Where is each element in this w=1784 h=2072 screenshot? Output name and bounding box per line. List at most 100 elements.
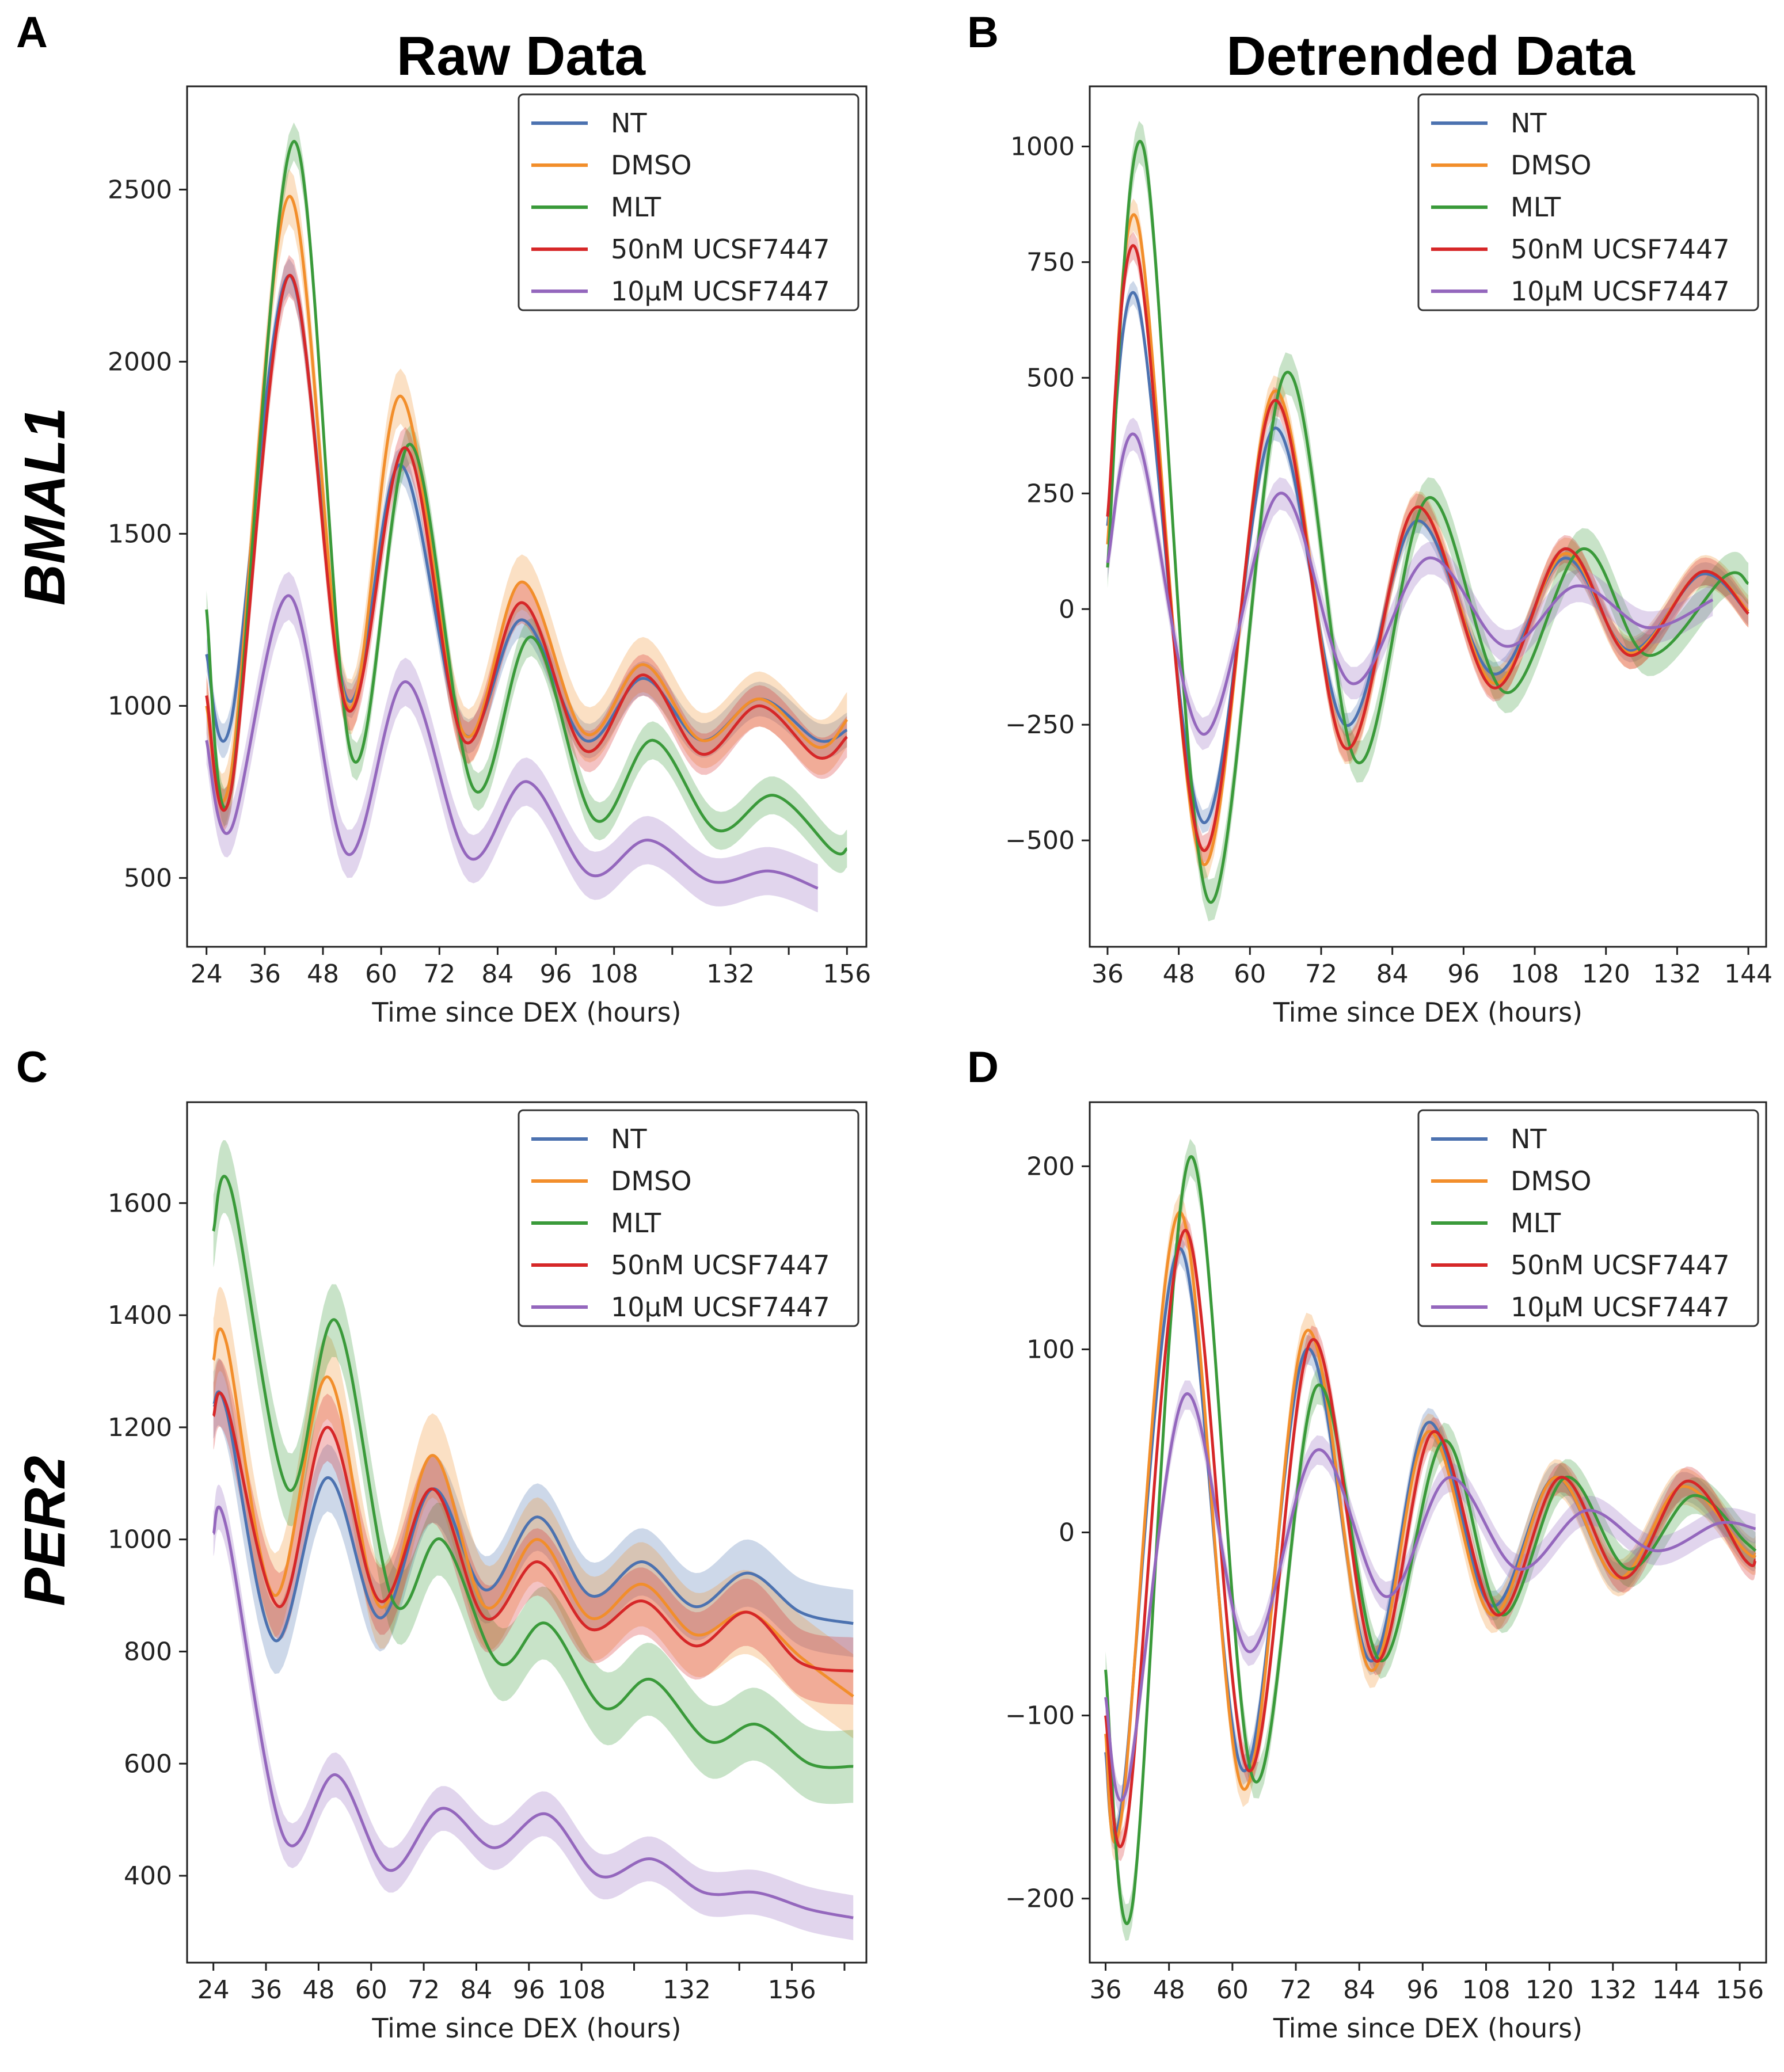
legend-box-c — [518, 1109, 859, 1327]
xtick-label-d: 120 — [1526, 1975, 1574, 2005]
xtick-label-d: 156 — [1715, 1975, 1764, 2005]
ytick-label-b: 500 — [1026, 363, 1075, 393]
xtick-label-d: 60 — [1216, 1975, 1249, 2005]
x-axis-title-d: Time since DEX (hours) — [1273, 2013, 1583, 2044]
legend-label-c-nt: NT — [611, 1123, 647, 1155]
chart-panel-d: −200 −100 0 100 200 36 48 60 72 84 96 108 120 132 144 1… — [1005, 1101, 1767, 2044]
column-title-detrended: Detrended Data — [1226, 25, 1635, 87]
ytick-label-c: 1200 — [108, 1413, 172, 1442]
ytick-label-d: 0 — [1059, 1518, 1075, 1548]
legend-label-d-nt: NT — [1511, 1123, 1547, 1155]
legend-box-b — [1417, 93, 1759, 311]
xtick-label-c: 84 — [460, 1975, 492, 2005]
legend-label-d-10um-ucsf7447: 10µM UCSF7447 — [1511, 1292, 1730, 1323]
line-c-mlt — [212, 1175, 854, 1769]
legend-label-d-mlt: MLT — [1511, 1208, 1561, 1239]
band-a-10um-ucsf7447 — [206, 572, 818, 913]
line-c-50nm-ucsf7447 — [212, 1391, 854, 1673]
xtick-label-c: 132 — [663, 1975, 711, 2005]
x-axis-title-b: Time since DEX (hours) — [1273, 997, 1583, 1028]
xtick-label-a: 156 — [823, 959, 871, 989]
legend-box-a — [518, 93, 859, 311]
ytick-label-b: 0 — [1059, 595, 1075, 624]
legend-label-d-50nm-ucsf7447: 50nM UCSF7447 — [1511, 1250, 1730, 1281]
legend-label-b-10um-ucsf7447: 10µM UCSF7447 — [1511, 276, 1730, 307]
xtick-label-b: 72 — [1305, 959, 1337, 989]
xtick-label-a: 48 — [307, 959, 339, 989]
ytick-label-b: −250 — [1005, 710, 1075, 740]
line-a-50nm-ucsf7447 — [205, 274, 849, 812]
legend-label-b-mlt: MLT — [1511, 192, 1561, 223]
ytick-label-c: 400 — [124, 1861, 172, 1891]
xtick-label-c: 36 — [250, 1975, 282, 2005]
line-b-10um-ucsf7447 — [1106, 432, 1714, 736]
line-a-mlt — [205, 140, 848, 856]
xtick-label-c: 96 — [513, 1975, 545, 2005]
ytick-label-b: 750 — [1026, 247, 1075, 277]
legend-label-b-dmso: DMSO — [1511, 150, 1592, 181]
xtick-label-a: 72 — [423, 959, 455, 989]
xtick-label-b: 96 — [1447, 959, 1479, 989]
xtick-label-b: 108 — [1511, 959, 1559, 989]
line-d-10um-ucsf7447 — [1104, 1392, 1756, 1802]
ytick-label-c: 1000 — [108, 1525, 172, 1555]
xtick-label-d: 132 — [1589, 1975, 1637, 2005]
band-c-50nm-ucsf7447 — [213, 1359, 854, 1705]
xtick-label-b: 144 — [1724, 959, 1772, 989]
x-axis-title-c: Time since DEX (hours) — [371, 2013, 681, 2044]
band-c-mlt — [213, 1140, 854, 1804]
line-c-dmso — [212, 1327, 854, 1698]
legend-a: NT DMSO MLT 50nM UCSF7447 10µM UCSF7447 — [518, 93, 859, 311]
ytick-label-a: 1500 — [108, 519, 172, 549]
axes-frame-a — [186, 85, 868, 948]
legend-label-a-nt: NT — [611, 108, 647, 139]
line-d-dmso — [1104, 1210, 1757, 1844]
legend-c: NT DMSO MLT 50nM UCSF7447 10µM UCSF7447 — [518, 1109, 859, 1327]
line-a-10um-ucsf7447 — [205, 594, 819, 890]
ytick-label-b: 1000 — [1010, 132, 1075, 161]
legend-label-a-dmso: DMSO — [611, 150, 692, 181]
ytick-label-d: 100 — [1026, 1335, 1075, 1364]
legend-label-a-10um-ucsf7447: 10µM UCSF7447 — [611, 276, 830, 307]
chart-panel-b: −500 −250 0 250 500 750 1000 36 48 60 72 84 96 108 120… — [1005, 85, 1772, 1028]
legend-label-d-dmso: DMSO — [1511, 1166, 1592, 1197]
x-axis-title-a: Time since DEX (hours) — [371, 997, 681, 1028]
xtick-label-a: 84 — [481, 959, 513, 989]
xtick-label-d: 96 — [1406, 1975, 1439, 2005]
axes-frame-c — [186, 1101, 868, 1964]
band-b-10um-ucsf7447 — [1107, 417, 1713, 751]
xtick-label-a: 108 — [590, 959, 638, 989]
line-c-10um-ucsf7447 — [212, 1505, 854, 1919]
xtick-label-b: 84 — [1376, 959, 1409, 989]
xtick-label-b: 132 — [1653, 959, 1701, 989]
legend-label-a-50nm-ucsf7447: 50nM UCSF7447 — [611, 234, 830, 265]
ytick-label-d: −100 — [1005, 1701, 1075, 1731]
ytick-label-b: 250 — [1026, 479, 1075, 508]
band-c-dmso — [213, 1286, 854, 1739]
row-label-per2: PER2 — [13, 1456, 77, 1606]
column-title-raw: Raw Data — [397, 25, 646, 87]
ytick-label-c: 800 — [124, 1637, 172, 1666]
xtick-label-a: 96 — [540, 959, 572, 989]
panel-letter-d: D — [967, 1043, 999, 1092]
xtick-label-b: 48 — [1163, 959, 1195, 989]
xtick-label-b: 36 — [1091, 959, 1124, 989]
xtick-label-d: 108 — [1462, 1975, 1510, 2005]
ytick-label-c: 1400 — [108, 1301, 172, 1330]
legend-label-b-nt: NT — [1511, 108, 1547, 139]
xtick-label-d: 36 — [1090, 1975, 1122, 2005]
ytick-label-a: 2000 — [108, 347, 172, 376]
chart-panel-a: 500 1000 1500 2000 2500 24 36 48 60 72 84 96 108 132 1… — [108, 85, 871, 1028]
xtick-label-a: 36 — [249, 959, 281, 989]
row-label-bmal1: BMAL1 — [13, 407, 77, 605]
xtick-label-d: 48 — [1153, 1975, 1185, 2005]
xtick-label-a: 132 — [706, 959, 755, 989]
xtick-label-c: 60 — [355, 1975, 387, 2005]
legend-box-d — [1417, 1109, 1759, 1327]
ytick-label-a: 500 — [124, 863, 172, 893]
xtick-label-c: 48 — [302, 1975, 334, 2005]
legend-b: NT DMSO MLT 50nM UCSF7447 10µM UCSF7447 — [1417, 93, 1759, 311]
ytick-label-a: 2500 — [108, 175, 172, 204]
legend-label-c-mlt: MLT — [611, 1208, 661, 1239]
